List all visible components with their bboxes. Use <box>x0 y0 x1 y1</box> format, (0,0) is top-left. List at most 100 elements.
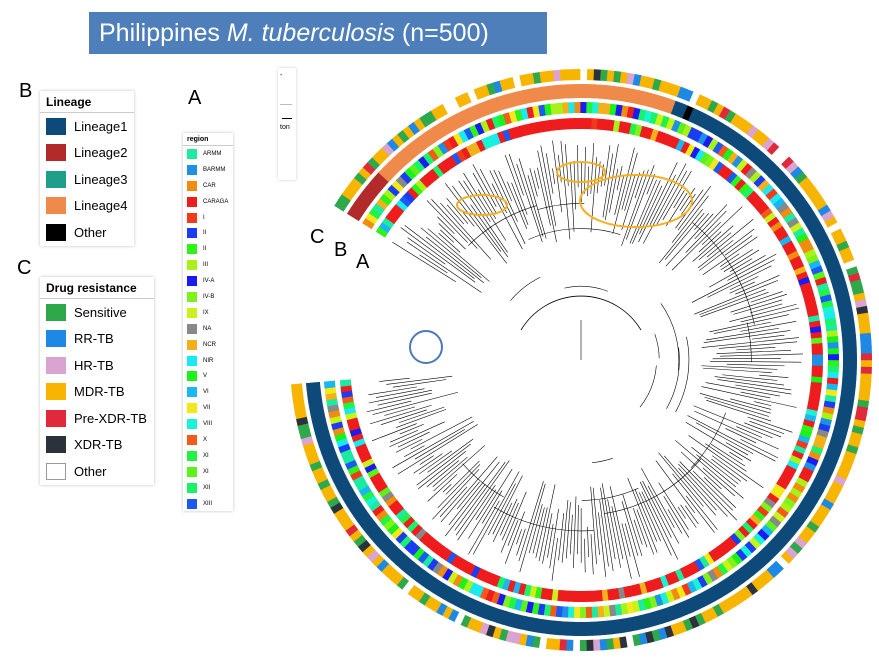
tree-branch <box>406 241 482 293</box>
ring-segment <box>506 579 516 593</box>
ring-segment <box>346 497 362 512</box>
tree-branch <box>713 321 772 334</box>
ring-segment <box>383 188 397 201</box>
ring-segment <box>476 139 487 152</box>
tree-branch <box>704 396 770 417</box>
ring-segment <box>336 481 353 495</box>
ring-segment <box>291 383 303 393</box>
ring-label-a: A <box>356 251 370 273</box>
tree-branch <box>455 460 510 536</box>
tree-arc <box>468 205 537 246</box>
ring-segment <box>595 590 603 602</box>
ring-segment <box>665 134 676 148</box>
ring-segment <box>674 568 685 582</box>
tree-branch <box>658 452 704 507</box>
tree-branch <box>706 219 754 258</box>
tree-branch <box>724 235 753 256</box>
ring-segment <box>472 619 484 633</box>
ring-segment <box>465 144 477 157</box>
ring-segment <box>441 158 454 172</box>
ring-segment <box>753 175 767 188</box>
tree-branch <box>665 213 714 267</box>
tree-branch <box>725 442 749 456</box>
ring-segment <box>353 171 368 185</box>
ring-segment <box>349 469 363 481</box>
legend-label: Other <box>74 224 107 240</box>
ring-segment <box>378 221 392 234</box>
tree-branch <box>735 275 780 295</box>
ring-segment <box>378 513 392 526</box>
ring-segment <box>860 353 872 362</box>
tree-branch <box>431 199 478 249</box>
tree-branch <box>701 386 797 408</box>
ring-segment <box>470 141 482 155</box>
tree-branch <box>532 507 545 554</box>
ring-segment <box>495 576 506 589</box>
tree-branch <box>501 502 519 541</box>
ring-segment <box>328 465 344 478</box>
ring-segment <box>824 450 840 463</box>
ring-segment <box>842 340 857 349</box>
tree-branch <box>500 491 527 553</box>
tree-branch <box>730 398 772 410</box>
ring-segment <box>792 196 808 211</box>
ring-segment <box>387 184 401 197</box>
tree-branch <box>698 228 755 271</box>
ring-segment <box>721 168 734 181</box>
tree-branch <box>744 422 782 438</box>
ring-segment <box>827 222 842 235</box>
ring-segment <box>539 70 549 83</box>
ring-segment <box>305 381 321 391</box>
ring-segment <box>371 553 385 568</box>
ring-segment <box>609 619 619 635</box>
ring-segment <box>811 348 823 356</box>
tree-branch <box>426 200 468 243</box>
ring-segment <box>418 531 431 544</box>
ring-segment <box>491 96 503 113</box>
ring-segment <box>411 137 427 154</box>
ring-segment <box>372 151 386 166</box>
tree-branch <box>404 225 475 279</box>
ring-segment <box>793 266 807 277</box>
ring-segment <box>426 557 439 571</box>
ring-segment <box>457 576 469 590</box>
ring-segment <box>793 444 807 456</box>
ring-segment <box>858 393 870 403</box>
legend-swatch <box>187 466 197 477</box>
ring-segment <box>447 608 460 623</box>
ring-segment <box>665 98 677 115</box>
tree-branch <box>558 513 565 561</box>
ring-segment <box>766 492 780 505</box>
ring-label-b: B <box>334 239 347 261</box>
tree-branch <box>685 495 715 533</box>
tree-branch <box>549 508 559 569</box>
ring-segment <box>779 235 792 247</box>
ring-segment <box>669 604 682 620</box>
ring-segment <box>801 526 816 539</box>
figure-title: Philippines M. tuberculosis (n=500) <box>89 12 547 54</box>
ring-segment <box>451 573 464 587</box>
ring-segment <box>711 566 724 580</box>
legend-item: VIII <box>183 416 233 432</box>
tree-branch <box>392 421 474 469</box>
ring-segment <box>773 226 787 238</box>
ring-segment <box>554 84 563 100</box>
ring-segment <box>448 589 462 606</box>
ring-segment <box>532 71 543 84</box>
tree-arc <box>537 203 585 210</box>
tree-branch <box>397 424 478 475</box>
ring-segment <box>460 146 472 160</box>
tree-branch <box>705 382 780 397</box>
tree-branch <box>498 170 513 202</box>
ring-segment <box>825 323 838 333</box>
tree-branch <box>685 210 727 253</box>
ring-segment <box>738 182 751 196</box>
tree-branch <box>427 438 474 473</box>
panel-letter-b: B <box>19 80 33 102</box>
ring-segment <box>746 190 759 203</box>
legend-swatch <box>187 291 197 302</box>
ring-segment <box>392 203 405 216</box>
ring-segment <box>776 230 790 243</box>
tree-branch <box>702 236 758 276</box>
ring-segment <box>326 495 340 509</box>
